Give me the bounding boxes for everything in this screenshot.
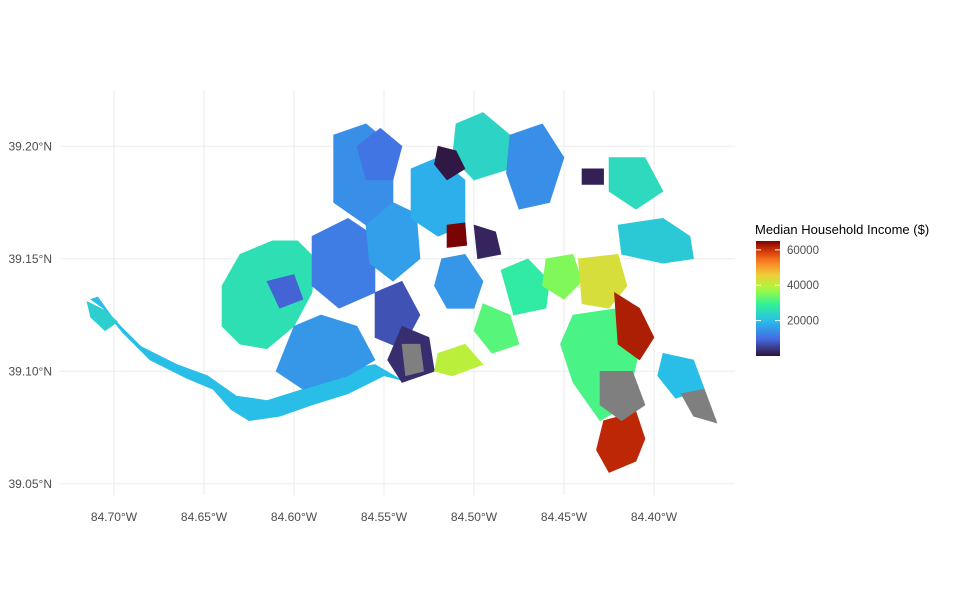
x-tick-label: 84.70°W	[91, 510, 138, 524]
region-avondale	[473, 224, 502, 260]
income-legend: Median Household Income ($) 20000 40000 600…	[755, 222, 929, 356]
y-tick-label: 39.05°N	[9, 477, 53, 491]
legend-break-label: 40000	[787, 280, 819, 292]
region-north-fairmount	[311, 217, 376, 309]
x-tick-label: 84.65°W	[181, 510, 228, 524]
axis-tick-labels: 84.70°W 84.65°W 84.60°W 84.55°W 84.50°W 84.45…	[9, 139, 678, 524]
region-west-end-ridge	[86, 300, 119, 332]
y-tick-label: 39.20°N	[9, 139, 53, 153]
region-no-data-3	[680, 388, 718, 424]
region-spring-grove	[356, 127, 403, 181]
region-pleasant-ridge	[608, 157, 664, 210]
region-downtown-basin	[434, 343, 484, 377]
region-madisonville	[617, 217, 694, 264]
region-no-data-1	[401, 343, 424, 377]
region-evanston	[506, 123, 565, 210]
legend-colorbar	[756, 241, 780, 356]
census-tract-regions	[86, 112, 718, 473]
region-over-the-rhine	[473, 303, 520, 354]
region-mt-lookout	[614, 291, 655, 361]
x-tick-label: 84.40°W	[631, 510, 678, 524]
region-corryville	[434, 253, 484, 309]
region-clifton-high	[434, 145, 466, 181]
y-tick-label: 39.10°N	[9, 364, 53, 378]
region-cheviot-edge	[266, 274, 304, 309]
legend-title: Median Household Income ($)	[755, 222, 929, 237]
y-tick-label: 39.15°N	[9, 252, 53, 266]
region-california	[596, 411, 646, 473]
x-tick-label: 84.50°W	[451, 510, 498, 524]
x-tick-label: 84.55°W	[361, 510, 408, 524]
legend-break-label: 20000	[787, 316, 819, 328]
region-bond-hill	[581, 168, 604, 185]
region-kennedy-heights	[542, 253, 583, 300]
x-tick-label: 84.45°W	[541, 510, 588, 524]
region-mount-airy	[365, 202, 421, 282]
region-walnut-hills	[500, 258, 550, 316]
region-price-hill	[275, 314, 376, 390]
x-tick-label: 84.60°W	[271, 510, 318, 524]
region-uptown-core	[446, 222, 468, 248]
region-no-data-2	[599, 370, 646, 422]
legend-break-label: 60000	[787, 245, 819, 257]
region-riverfront-west-strip	[89, 296, 403, 422]
